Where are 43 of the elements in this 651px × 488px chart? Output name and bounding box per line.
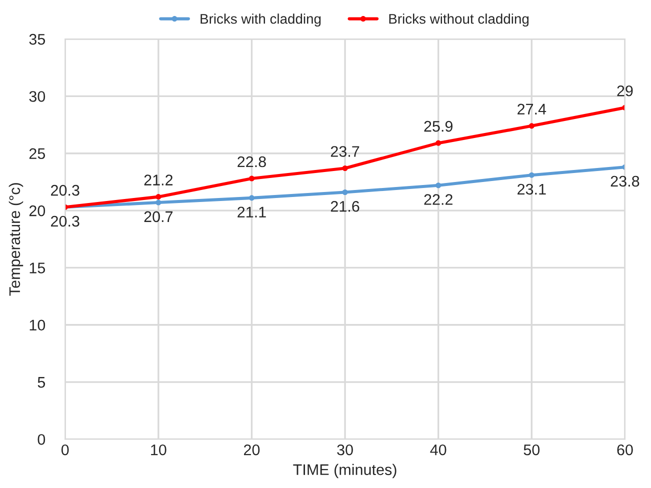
data-label: 20.7 xyxy=(144,211,173,222)
point xyxy=(528,123,534,129)
y-axis-title: Temperature (°c) xyxy=(8,183,24,296)
data-label: 21.1 xyxy=(238,206,266,218)
y-tick-label: 25 xyxy=(29,148,46,160)
legend-label: Bricks with cladding xyxy=(200,14,321,27)
data-label: 22.2 xyxy=(424,194,452,205)
point xyxy=(342,189,348,196)
data-label: 23.1 xyxy=(518,184,546,195)
y-tick-label: 15 xyxy=(30,262,46,274)
data-label: 27.4 xyxy=(518,104,546,114)
x-tick-label: 50 xyxy=(524,444,540,456)
data-label: 23.8 xyxy=(610,176,640,187)
y-tick-label: 10 xyxy=(30,320,46,331)
y-tick-label: 30 xyxy=(29,91,46,102)
data-label: 25.9 xyxy=(424,120,452,132)
point xyxy=(528,172,534,178)
legend-label: Bricks without cladding xyxy=(389,14,529,27)
point xyxy=(342,165,348,172)
y-tick-label: 5 xyxy=(38,377,46,388)
data-label: 21.2 xyxy=(144,174,173,186)
point xyxy=(248,176,254,182)
y-tick-label: 20 xyxy=(29,205,46,216)
point xyxy=(248,195,254,201)
point xyxy=(436,140,442,146)
point xyxy=(156,194,162,200)
x-tick-label: 40 xyxy=(430,444,446,456)
x-tick-label: 60 xyxy=(617,444,633,456)
data-label: 22.8 xyxy=(238,156,266,168)
y-tick-label: 35 xyxy=(29,34,46,45)
x-axis-title: TIME (minutes) xyxy=(293,464,396,478)
x-tick-label: 30 xyxy=(337,444,353,456)
y-tick-label: 0 xyxy=(38,434,46,445)
data-label: 29 xyxy=(617,85,633,96)
x-tick-label: 10 xyxy=(151,444,166,456)
data-label: 23.7 xyxy=(330,146,360,157)
data-label: 20.3 xyxy=(51,216,80,227)
point xyxy=(436,182,442,188)
data-label: 20.3 xyxy=(51,184,80,196)
point xyxy=(156,200,162,206)
x-tick-label: 20 xyxy=(244,444,260,456)
x-tick-label: 0 xyxy=(61,444,69,456)
data-label: 21.6 xyxy=(330,200,360,212)
